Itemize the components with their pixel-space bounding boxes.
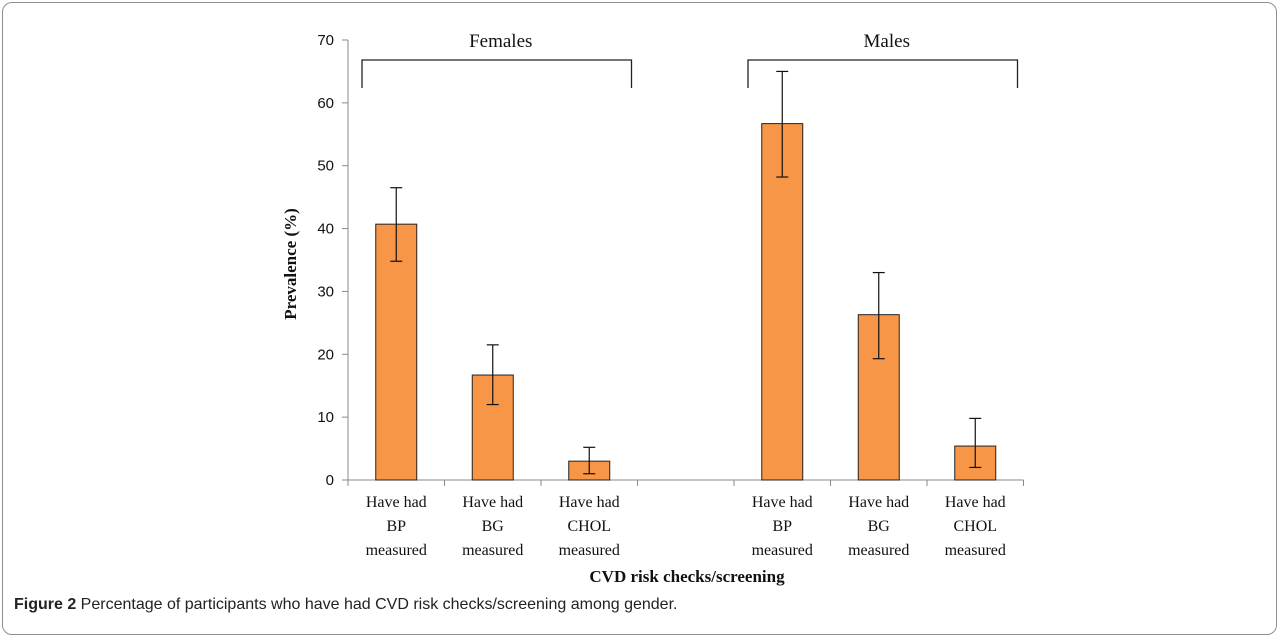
y-tick-label: 20 xyxy=(317,346,334,363)
x-tick-label: BP xyxy=(772,518,792,535)
y-tick-label: 0 xyxy=(326,472,334,489)
x-tick-label: measured xyxy=(945,542,1006,559)
group-bracket-females xyxy=(361,59,633,88)
x-tick-label: CHOL xyxy=(953,518,997,535)
caption-text: Percentage of participants who have had … xyxy=(76,596,678,613)
error-bars xyxy=(390,70,982,475)
y-tick-label: 70 xyxy=(317,32,334,49)
x-tick-label: Have had xyxy=(559,494,620,511)
x-tick-label: Have had xyxy=(752,494,813,511)
y-tick-label: 30 xyxy=(317,283,334,300)
x-tick-label: BP xyxy=(386,518,406,535)
x-tick-label: measured xyxy=(366,542,427,559)
x-tick-label: Have had xyxy=(848,494,909,511)
x-tick-label: Have had xyxy=(462,494,523,511)
y-axis-label: Prevalence (%) xyxy=(281,208,300,320)
group-bracket-males xyxy=(747,59,1019,88)
y-tick-label: 60 xyxy=(317,95,334,112)
x-tick-label: Have had xyxy=(366,494,427,511)
group-label-males: Males xyxy=(864,31,910,52)
x-tick-label: measured xyxy=(462,542,523,559)
x-tick-label: measured xyxy=(559,542,620,559)
bars xyxy=(375,123,997,481)
y-axis: 0 10 20 30 40 50 60 70 xyxy=(317,32,349,489)
group-label-females: Females xyxy=(469,31,532,52)
x-axis xyxy=(347,479,1024,486)
group-brackets: Females Males xyxy=(361,31,1019,88)
y-tick-label: 50 xyxy=(317,158,334,175)
x-tick-label: measured xyxy=(752,542,813,559)
y-tick-label: 10 xyxy=(317,409,334,426)
x-tick-label: BG xyxy=(482,518,505,535)
figure-caption: Figure 2 Percentage of participants who … xyxy=(14,596,677,614)
x-tick-label: measured xyxy=(848,542,909,559)
x-axis-label: CVD risk checks/screening xyxy=(589,567,785,586)
caption-label: Figure 2 xyxy=(14,596,77,613)
x-tick-labels: Have had BP measured Have had BG measured Have… xyxy=(366,494,1006,559)
x-tick-label: CHOL xyxy=(567,518,611,535)
x-tick-label: Have had xyxy=(945,494,1006,511)
x-tick-label: BG xyxy=(868,518,891,535)
y-tick-label: 40 xyxy=(317,221,334,238)
bar-females-1 xyxy=(375,223,418,481)
